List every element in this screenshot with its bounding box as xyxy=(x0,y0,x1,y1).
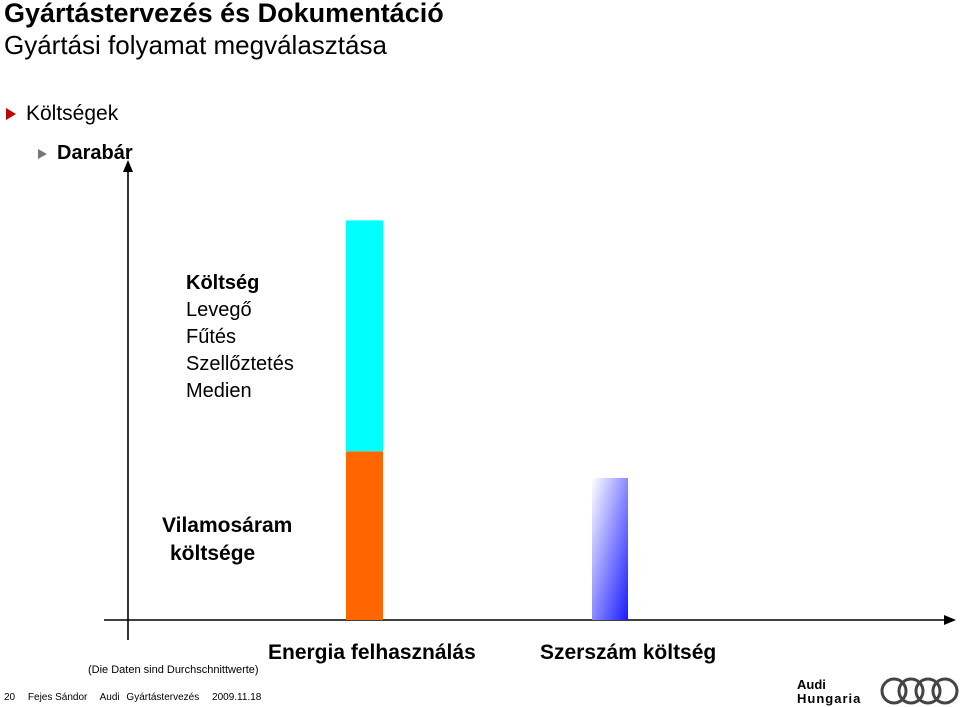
footer-company: Audi xyxy=(99,692,120,703)
bar-segment-2-1 xyxy=(592,477,628,620)
bullet-level1: Költségek xyxy=(6,102,118,126)
bullet-arrow-icon xyxy=(6,108,16,120)
y-axis-arrow-icon xyxy=(123,160,133,172)
bullet-level2: Darabár xyxy=(38,142,133,165)
bar-segment-1-2 xyxy=(346,220,383,452)
upper-label-line: Fűtés xyxy=(186,326,237,348)
bullet-level1-text: Költségek xyxy=(26,102,119,125)
footer-author: Fejes Sándor xyxy=(27,692,88,703)
logo-line1: Audi xyxy=(797,677,826,692)
footer: 20 Fejes Sándor Audi Gyártástervezés 200… xyxy=(4,692,271,703)
lower-label-line2: költsége xyxy=(170,542,256,565)
footer-course: Gyártástervezés xyxy=(126,692,200,703)
upper-label-line: Levegő xyxy=(186,299,252,321)
upper-segment-label: Költség Levegő Fűtés Szellőztetés Medien xyxy=(186,270,294,405)
page-title: Gyártástervezés és Dokumentáció xyxy=(4,0,444,28)
logo-line2: Hungaria xyxy=(797,691,862,706)
page-number: 20 xyxy=(4,692,16,703)
bars xyxy=(346,220,628,620)
page-subtitle: Gyártási folyamat megválasztása xyxy=(4,30,387,60)
bar-segment-1-1 xyxy=(346,451,383,620)
lower-label-line1: Vilamosáram xyxy=(162,514,293,537)
upper-label-line: Szellőztetés xyxy=(186,353,294,375)
bullet-level2-text: Darabár xyxy=(57,142,133,164)
data-note: (Die Daten sind Durchschnittwerte) xyxy=(88,664,259,676)
footer-date: 2009.11.18 xyxy=(212,692,262,703)
category-label-energy: Energia felhasználás xyxy=(268,641,476,664)
x-axis-arrow-icon xyxy=(944,615,956,625)
bullet-arrow-icon xyxy=(38,148,47,159)
lower-segment-label: Vilamosáram költsége xyxy=(162,512,292,568)
category-label-tool: Szerszám költség xyxy=(540,641,717,664)
upper-label-title: Költség xyxy=(186,272,260,294)
brand-logo-text: Audi Hungaria xyxy=(797,678,861,706)
audi-rings-icon xyxy=(880,677,959,705)
upper-label-line: Medien xyxy=(186,380,252,402)
